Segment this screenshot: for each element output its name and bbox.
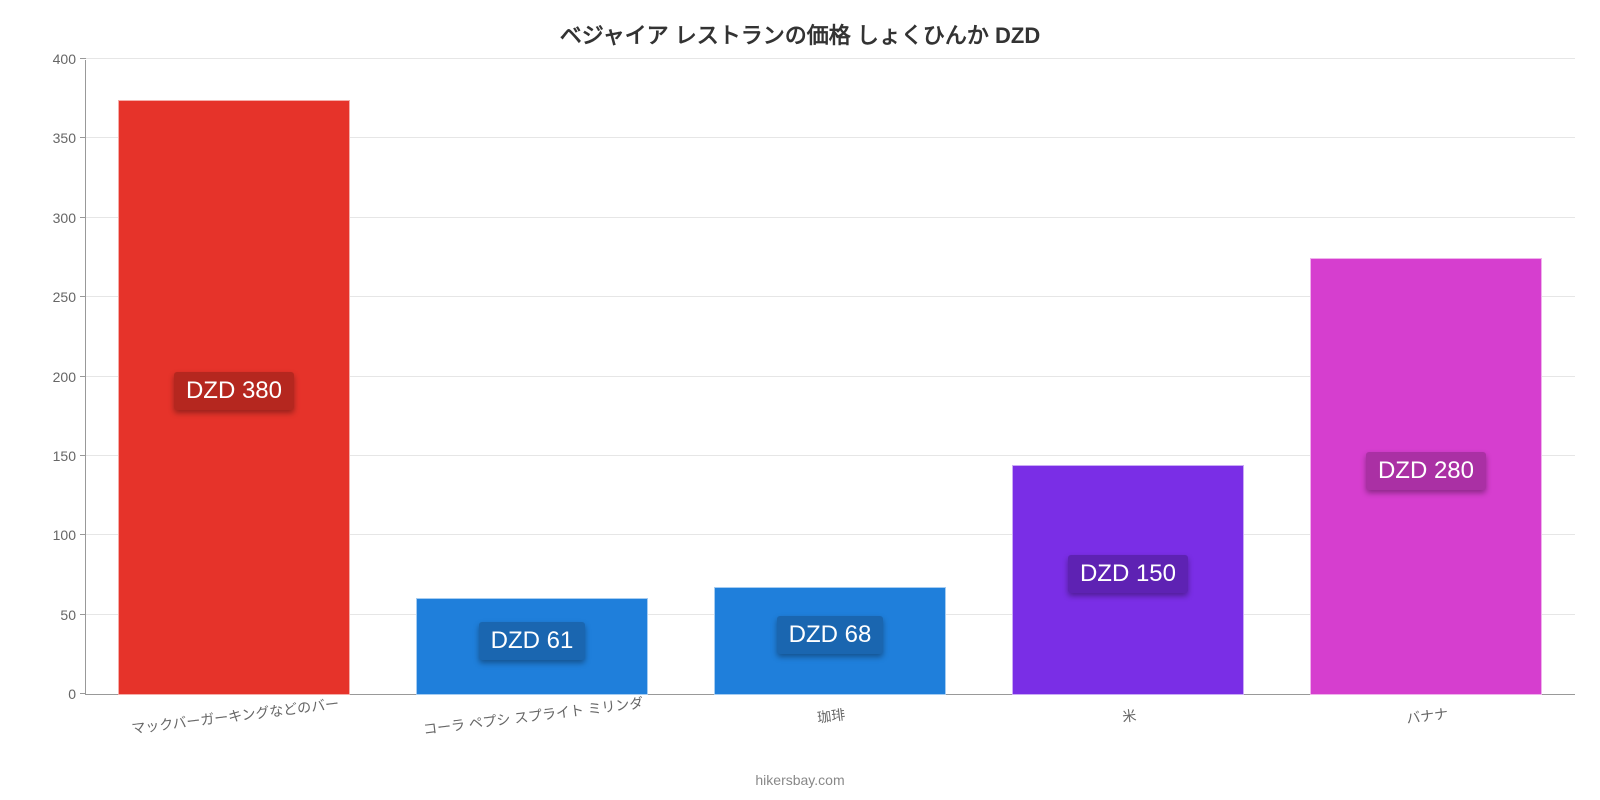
- bar-slot: DZD 150: [979, 60, 1277, 695]
- y-tick-label: 100: [53, 527, 86, 543]
- y-tick-label: 50: [60, 607, 86, 623]
- bar-value-label: DZD 380: [174, 372, 294, 410]
- y-tick-label: 250: [53, 289, 86, 305]
- x-label-slot: バナナ: [1277, 700, 1575, 760]
- bar-value-label: DZD 61: [479, 622, 586, 660]
- y-tick-label: 350: [53, 130, 86, 146]
- grid-line: [86, 58, 1575, 59]
- x-axis-label: コーラ ペプシ スプライト ミリンダ: [422, 692, 644, 739]
- x-label-slot: 珈琲: [681, 700, 979, 760]
- y-tick-label: 0: [68, 686, 86, 702]
- x-axis-label: マックバーガーキングなどのバー: [130, 693, 340, 738]
- bar-slot: DZD 61: [383, 60, 681, 695]
- bar-value-label: DZD 280: [1366, 452, 1486, 490]
- bar: DZD 280: [1310, 258, 1542, 695]
- attribution-text: hikersbay.com: [0, 772, 1600, 788]
- chart-title: ベジャイア レストランの価格 しょくひんか DZD: [0, 0, 1600, 50]
- bar: DZD 150: [1012, 465, 1244, 695]
- bars-container: DZD 380 DZD 61 DZD 68 DZD 150 DZD 280: [85, 60, 1575, 695]
- bar-value-label: DZD 68: [777, 616, 884, 654]
- x-label-slot: 米: [979, 700, 1277, 760]
- x-axis-label: バナナ: [1405, 703, 1449, 728]
- x-label-slot: マックバーガーキングなどのバー: [85, 700, 383, 760]
- y-tick-label: 300: [53, 210, 86, 226]
- y-tick-label: 150: [53, 448, 86, 464]
- x-axis-label: 米: [1121, 705, 1137, 727]
- x-label-slot: コーラ ペプシ スプライト ミリンダ: [383, 700, 681, 760]
- bar-value-label: DZD 150: [1068, 555, 1188, 593]
- bar-slot: DZD 380: [85, 60, 383, 695]
- bar-slot: DZD 68: [681, 60, 979, 695]
- bar-slot: DZD 280: [1277, 60, 1575, 695]
- x-axis-label: 珈琲: [816, 704, 846, 727]
- chart-plot-area: 050100150200250300350400 DZD 380DZD 61DZ…: [85, 60, 1575, 695]
- bar: DZD 61: [416, 598, 648, 695]
- bar: DZD 380: [118, 100, 350, 695]
- y-tick-label: 200: [53, 369, 86, 385]
- bar: DZD 68: [714, 587, 946, 695]
- y-tick-label: 400: [53, 51, 86, 67]
- x-axis-labels: マックバーガーキングなどのバーコーラ ペプシ スプライト ミリンダ 珈琲 米 バナナ: [85, 700, 1575, 760]
